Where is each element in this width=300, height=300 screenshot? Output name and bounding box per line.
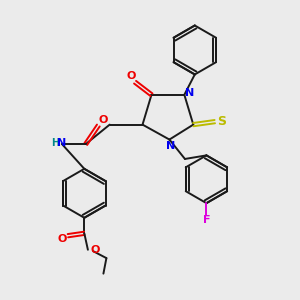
Text: O: O bbox=[98, 115, 107, 125]
Text: F: F bbox=[203, 214, 210, 225]
Text: O: O bbox=[57, 234, 67, 244]
Text: O: O bbox=[127, 71, 136, 81]
Text: H: H bbox=[51, 137, 59, 148]
Text: N: N bbox=[57, 137, 67, 148]
Text: O: O bbox=[91, 245, 100, 255]
Text: N: N bbox=[166, 140, 176, 151]
Text: N: N bbox=[185, 88, 194, 98]
Text: S: S bbox=[217, 115, 226, 128]
